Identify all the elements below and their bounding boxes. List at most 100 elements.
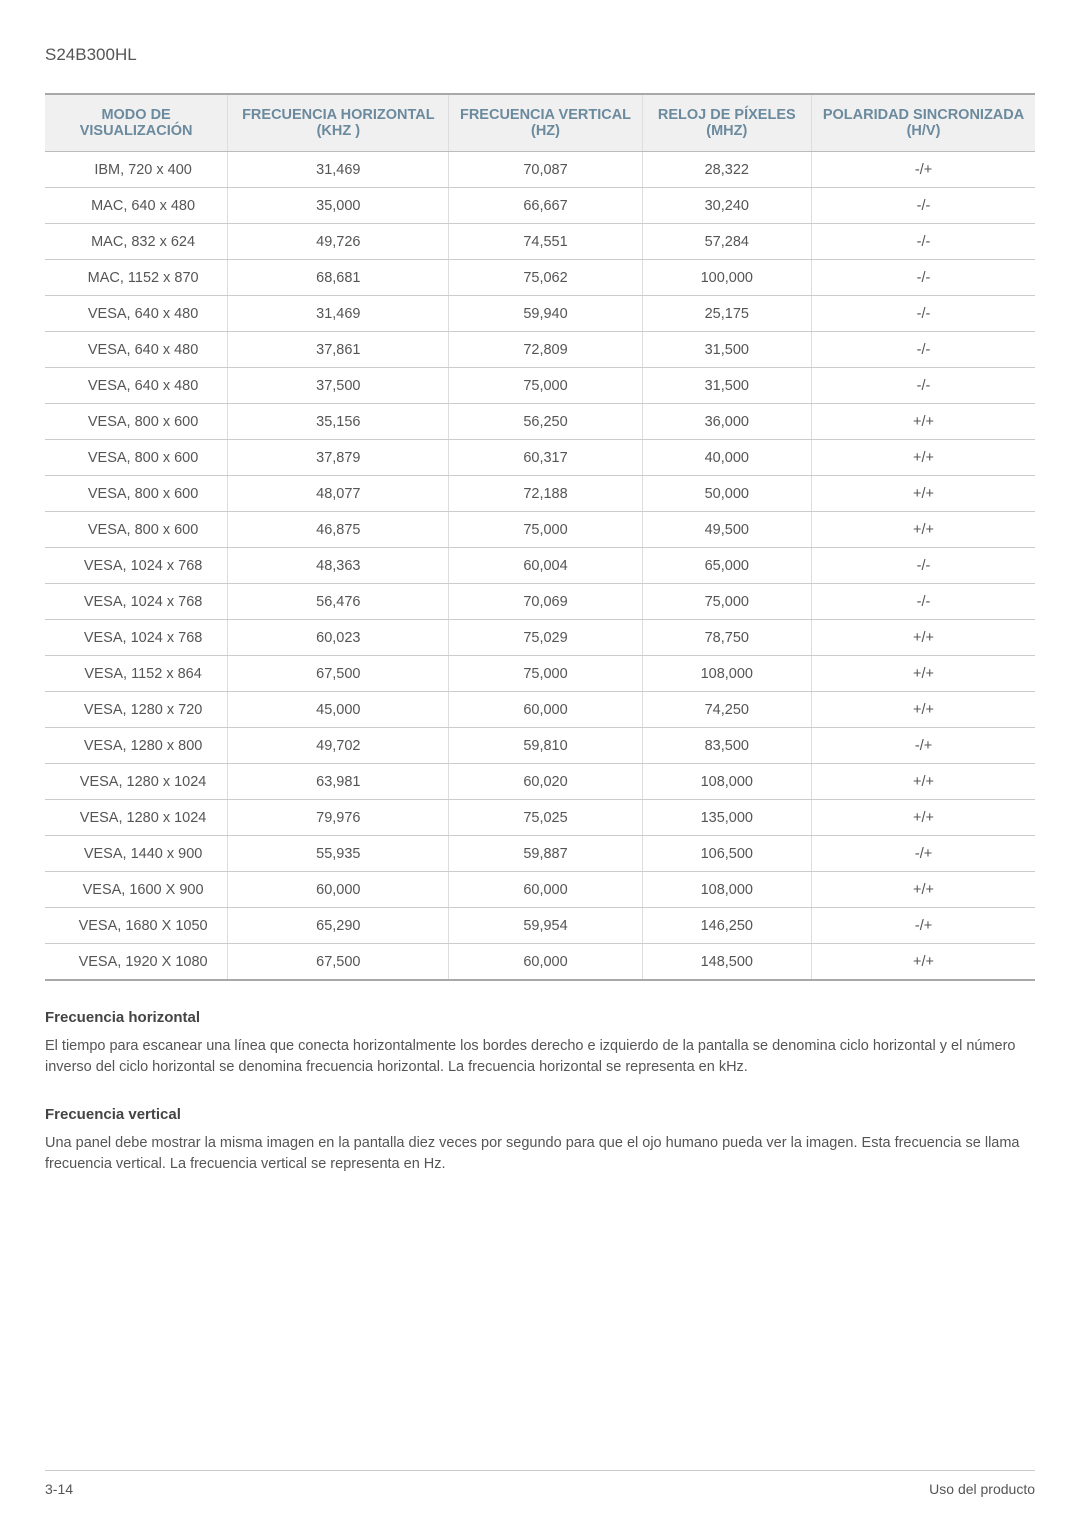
table-cell: MAC, 832 x 624 xyxy=(45,224,228,260)
table-row: VESA, 800 x 60048,07772,18850,000+/+ xyxy=(45,476,1035,512)
table-cell: 75,062 xyxy=(449,260,642,296)
table-cell: -/- xyxy=(812,548,1035,584)
table-cell: VESA, 800 x 600 xyxy=(45,404,228,440)
table-cell: 74,551 xyxy=(449,224,642,260)
table-cell: -/- xyxy=(812,188,1035,224)
table-cell: 31,469 xyxy=(228,296,449,332)
table-row: VESA, 1920 X 108067,50060,000148,500+/+ xyxy=(45,944,1035,981)
table-cell: +/+ xyxy=(812,476,1035,512)
table-cell: 65,290 xyxy=(228,908,449,944)
section-title: Frecuencia vertical xyxy=(45,1106,1035,1123)
table-cell: 60,000 xyxy=(228,872,449,908)
table-row: VESA, 1280 x 72045,00060,00074,250+/+ xyxy=(45,692,1035,728)
table-cell: -/- xyxy=(812,296,1035,332)
table-cell: 63,981 xyxy=(228,764,449,800)
col-header-mode: MODO DE VISUALIZACIÓN xyxy=(45,94,228,152)
table-cell: 75,025 xyxy=(449,800,642,836)
table-row: VESA, 1024 x 76856,47670,06975,000-/- xyxy=(45,584,1035,620)
section-label: Uso del producto xyxy=(929,1481,1035,1497)
table-cell: 60,004 xyxy=(449,548,642,584)
table-cell: -/+ xyxy=(812,836,1035,872)
section-body: Una panel debe mostrar la misma imagen e… xyxy=(45,1133,1035,1175)
table-cell: +/+ xyxy=(812,764,1035,800)
table-cell: 35,156 xyxy=(228,404,449,440)
table-row: VESA, 640 x 48031,46959,94025,175-/- xyxy=(45,296,1035,332)
section-hfreq: Frecuencia horizontal El tiempo para esc… xyxy=(45,1009,1035,1078)
table-cell: 59,954 xyxy=(449,908,642,944)
table-cell: MAC, 640 x 480 xyxy=(45,188,228,224)
table-cell: 49,702 xyxy=(228,728,449,764)
table-cell: 56,250 xyxy=(449,404,642,440)
section-title: Frecuencia horizontal xyxy=(45,1009,1035,1026)
table-cell: VESA, 640 x 480 xyxy=(45,296,228,332)
table-cell: -/- xyxy=(812,332,1035,368)
table-cell: 46,875 xyxy=(228,512,449,548)
table-cell: VESA, 1024 x 768 xyxy=(45,620,228,656)
table-cell: 100,000 xyxy=(642,260,812,296)
section-body: El tiempo para escanear una línea que co… xyxy=(45,1036,1035,1078)
table-cell: VESA, 1600 X 900 xyxy=(45,872,228,908)
table-row: VESA, 640 x 48037,86172,80931,500-/- xyxy=(45,332,1035,368)
table-row: VESA, 1280 x 80049,70259,81083,500-/+ xyxy=(45,728,1035,764)
table-row: VESA, 1280 x 102463,98160,020108,000+/+ xyxy=(45,764,1035,800)
table-cell: 60,000 xyxy=(449,944,642,981)
table-cell: VESA, 1920 X 1080 xyxy=(45,944,228,981)
table-cell: VESA, 640 x 480 xyxy=(45,368,228,404)
table-cell: 57,284 xyxy=(642,224,812,260)
table-cell: 135,000 xyxy=(642,800,812,836)
table-cell: -/+ xyxy=(812,152,1035,188)
table-cell: 106,500 xyxy=(642,836,812,872)
table-row: VESA, 1152 x 86467,50075,000108,000+/+ xyxy=(45,656,1035,692)
table-cell: 83,500 xyxy=(642,728,812,764)
table-cell: -/- xyxy=(812,368,1035,404)
table-cell: 146,250 xyxy=(642,908,812,944)
table-cell: 60,000 xyxy=(449,692,642,728)
table-cell: 55,935 xyxy=(228,836,449,872)
table-cell: 36,000 xyxy=(642,404,812,440)
table-cell: VESA, 1440 x 900 xyxy=(45,836,228,872)
table-row: MAC, 640 x 48035,00066,66730,240-/- xyxy=(45,188,1035,224)
table-row: VESA, 1680 X 105065,29059,954146,250-/+ xyxy=(45,908,1035,944)
table-cell: +/+ xyxy=(812,692,1035,728)
page-number: 3-14 xyxy=(45,1481,73,1497)
page-footer: 3-14 Uso del producto xyxy=(45,1470,1035,1497)
table-cell: 72,188 xyxy=(449,476,642,512)
table-cell: 67,500 xyxy=(228,944,449,981)
col-header-vfreq: FRECUENCIA VERTICAL (HZ) xyxy=(449,94,642,152)
table-cell: 65,000 xyxy=(642,548,812,584)
table-cell: 49,726 xyxy=(228,224,449,260)
table-cell: 75,000 xyxy=(449,368,642,404)
table-cell: 35,000 xyxy=(228,188,449,224)
table-cell: VESA, 640 x 480 xyxy=(45,332,228,368)
table-cell: 60,023 xyxy=(228,620,449,656)
table-cell: 75,000 xyxy=(642,584,812,620)
table-row: VESA, 1280 x 102479,97675,025135,000+/+ xyxy=(45,800,1035,836)
header-text: RELOJ DE PÍXELES (MHZ) xyxy=(649,107,806,139)
table-row: VESA, 640 x 48037,50075,00031,500-/- xyxy=(45,368,1035,404)
table-head: MODO DE VISUALIZACIÓN FRECUENCIA HORIZON… xyxy=(45,94,1035,152)
header-text: FRECUENCIA VERTICAL (HZ) xyxy=(455,107,635,139)
table-cell: VESA, 1024 x 768 xyxy=(45,548,228,584)
table-cell: 79,976 xyxy=(228,800,449,836)
table-cell: -/- xyxy=(812,224,1035,260)
table-cell: 66,667 xyxy=(449,188,642,224)
table-cell: 25,175 xyxy=(642,296,812,332)
table-cell: 75,029 xyxy=(449,620,642,656)
table-cell: 148,500 xyxy=(642,944,812,981)
col-header-pixclock: RELOJ DE PÍXELES (MHZ) xyxy=(642,94,812,152)
table-cell: VESA, 1680 X 1050 xyxy=(45,908,228,944)
table-cell: 59,940 xyxy=(449,296,642,332)
table-row: MAC, 832 x 62449,72674,55157,284-/- xyxy=(45,224,1035,260)
table-cell: +/+ xyxy=(812,404,1035,440)
col-header-hfreq: FRECUENCIA HORIZONTAL (KHZ ) xyxy=(228,94,449,152)
table-cell: 37,861 xyxy=(228,332,449,368)
header-text: FRECUENCIA HORIZONTAL (KHZ ) xyxy=(234,107,442,139)
table-cell: VESA, 800 x 600 xyxy=(45,512,228,548)
table-cell: 60,000 xyxy=(449,872,642,908)
table-cell: 56,476 xyxy=(228,584,449,620)
table-cell: 67,500 xyxy=(228,656,449,692)
table-cell: +/+ xyxy=(812,944,1035,981)
table-row: IBM, 720 x 40031,46970,08728,322-/+ xyxy=(45,152,1035,188)
table-cell: +/+ xyxy=(812,620,1035,656)
table-cell: 31,500 xyxy=(642,368,812,404)
